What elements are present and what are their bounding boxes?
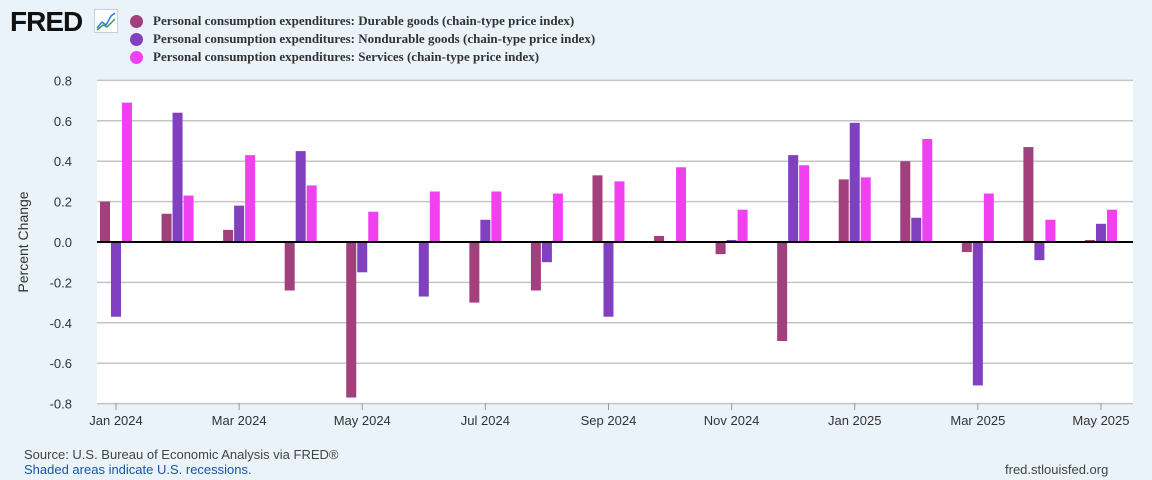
bar-durable-15[interactable] [1023, 147, 1034, 242]
bar-nondurable-5[interactable] [418, 242, 429, 297]
source-note: Source: U.S. Bureau of Economic Analysis… [24, 447, 339, 462]
bar-durable-1[interactable] [161, 213, 172, 242]
recession-link[interactable]: Shaded areas indicate U.S. recessions. [24, 462, 252, 477]
bar-services-11[interactable] [799, 165, 810, 242]
bar-nondurable-13[interactable] [911, 217, 922, 242]
bar-services-0[interactable] [122, 102, 132, 243]
bar-services-1[interactable] [183, 195, 194, 242]
legend-dot [130, 14, 143, 28]
bar-nondurable-14[interactable] [972, 242, 983, 386]
bar-nondurable-11[interactable] [788, 155, 799, 242]
bar-services-12[interactable] [860, 177, 871, 242]
bar-nondurable-1[interactable] [172, 112, 183, 242]
bar-durable-0[interactable] [100, 201, 110, 242]
bar-services-4[interactable] [368, 211, 379, 242]
bar-services-3[interactable] [306, 185, 317, 242]
bar-nondurable-0[interactable] [111, 242, 121, 317]
bar-services-13[interactable] [922, 138, 933, 242]
y-tick-label: -0.2 [50, 275, 72, 290]
bar-durable-10[interactable] [715, 242, 726, 255]
bar-durable-14[interactable] [961, 242, 972, 253]
bar-nondurable-3[interactable] [295, 151, 306, 242]
legend-label: Personal consumption expenditures: Servi… [153, 49, 540, 64]
legend-item-nondurable[interactable]: Personal consumption expenditures: Nondu… [130, 30, 595, 48]
legend: Personal consumption expenditures: Durab… [130, 12, 595, 66]
bar-nondurable-16[interactable] [1095, 223, 1106, 242]
bar-durable-13[interactable] [900, 161, 911, 242]
y-tick-label: 0.0 [54, 235, 72, 250]
bar-nondurable-2[interactable] [234, 205, 245, 242]
x-tick-label: Jan 2024 [89, 413, 143, 428]
y-tick-label: -0.4 [50, 316, 72, 331]
bar-services-14[interactable] [983, 193, 994, 242]
chart-line-icon [94, 9, 118, 33]
fred-logo[interactable]: FRED [10, 6, 83, 37]
bar-durable-6[interactable] [469, 242, 480, 303]
bar-services-15[interactable] [1045, 219, 1056, 242]
legend-item-durable[interactable]: Personal consumption expenditures: Durab… [130, 12, 595, 30]
bar-services-2[interactable] [245, 155, 256, 242]
x-tick-label: May 2025 [1072, 413, 1129, 428]
x-tick-label: Nov 2024 [704, 413, 760, 428]
x-tick-label: Jul 2024 [461, 413, 510, 428]
y-tick-label: -0.6 [50, 356, 72, 371]
y-tick-label: 0.2 [54, 195, 72, 210]
bar-durable-8[interactable] [592, 175, 603, 242]
bar-durable-3[interactable] [284, 242, 295, 291]
bar-durable-11[interactable] [777, 242, 788, 341]
bar-nondurable-10[interactable] [726, 239, 737, 242]
bar-durable-7[interactable] [530, 242, 541, 291]
legend-label: Personal consumption expenditures: Nondu… [153, 31, 596, 46]
bar-nondurable-4[interactable] [357, 242, 368, 273]
bar-nondurable-6[interactable] [480, 219, 491, 242]
bar-nondurable-15[interactable] [1034, 242, 1045, 261]
x-tick-label: Mar 2025 [950, 413, 1005, 428]
x-tick-label: May 2024 [334, 413, 391, 428]
legend-dot [130, 50, 143, 64]
bar-services-9[interactable] [676, 167, 687, 242]
bar-nondurable-12[interactable] [849, 122, 860, 242]
bar-services-16[interactable] [1106, 209, 1117, 242]
y-tick-label: 0.6 [54, 114, 72, 129]
bar-services-8[interactable] [614, 181, 625, 242]
bar-durable-2[interactable] [223, 229, 234, 242]
legend-item-services[interactable]: Personal consumption expenditures: Servi… [130, 48, 595, 66]
bar-services-7[interactable] [552, 193, 563, 242]
bar-durable-16[interactable] [1084, 239, 1095, 242]
y-tick-label: 0.4 [54, 154, 72, 169]
bar-durable-4[interactable] [346, 242, 357, 398]
y-tick-label: 0.8 [54, 73, 72, 88]
x-tick-label: Mar 2024 [212, 413, 267, 428]
bar-services-5[interactable] [429, 191, 440, 243]
y-tick-label: -0.8 [50, 397, 72, 412]
y-axis-label: Percent Change [15, 191, 31, 292]
bar-nondurable-7[interactable] [541, 242, 552, 263]
x-tick-label: Sep 2024 [581, 413, 637, 428]
bar-durable-12[interactable] [838, 179, 849, 242]
x-tick-label: Jan 2025 [828, 413, 882, 428]
site-url[interactable]: fred.stlouisfed.org [1005, 462, 1109, 477]
bar-durable-9[interactable] [654, 235, 665, 242]
bar-nondurable-8[interactable] [603, 242, 614, 317]
legend-label: Personal consumption expenditures: Durab… [153, 13, 575, 28]
bar-services-6[interactable] [491, 191, 502, 243]
bar-services-10[interactable] [737, 209, 748, 242]
legend-dot [130, 32, 143, 46]
